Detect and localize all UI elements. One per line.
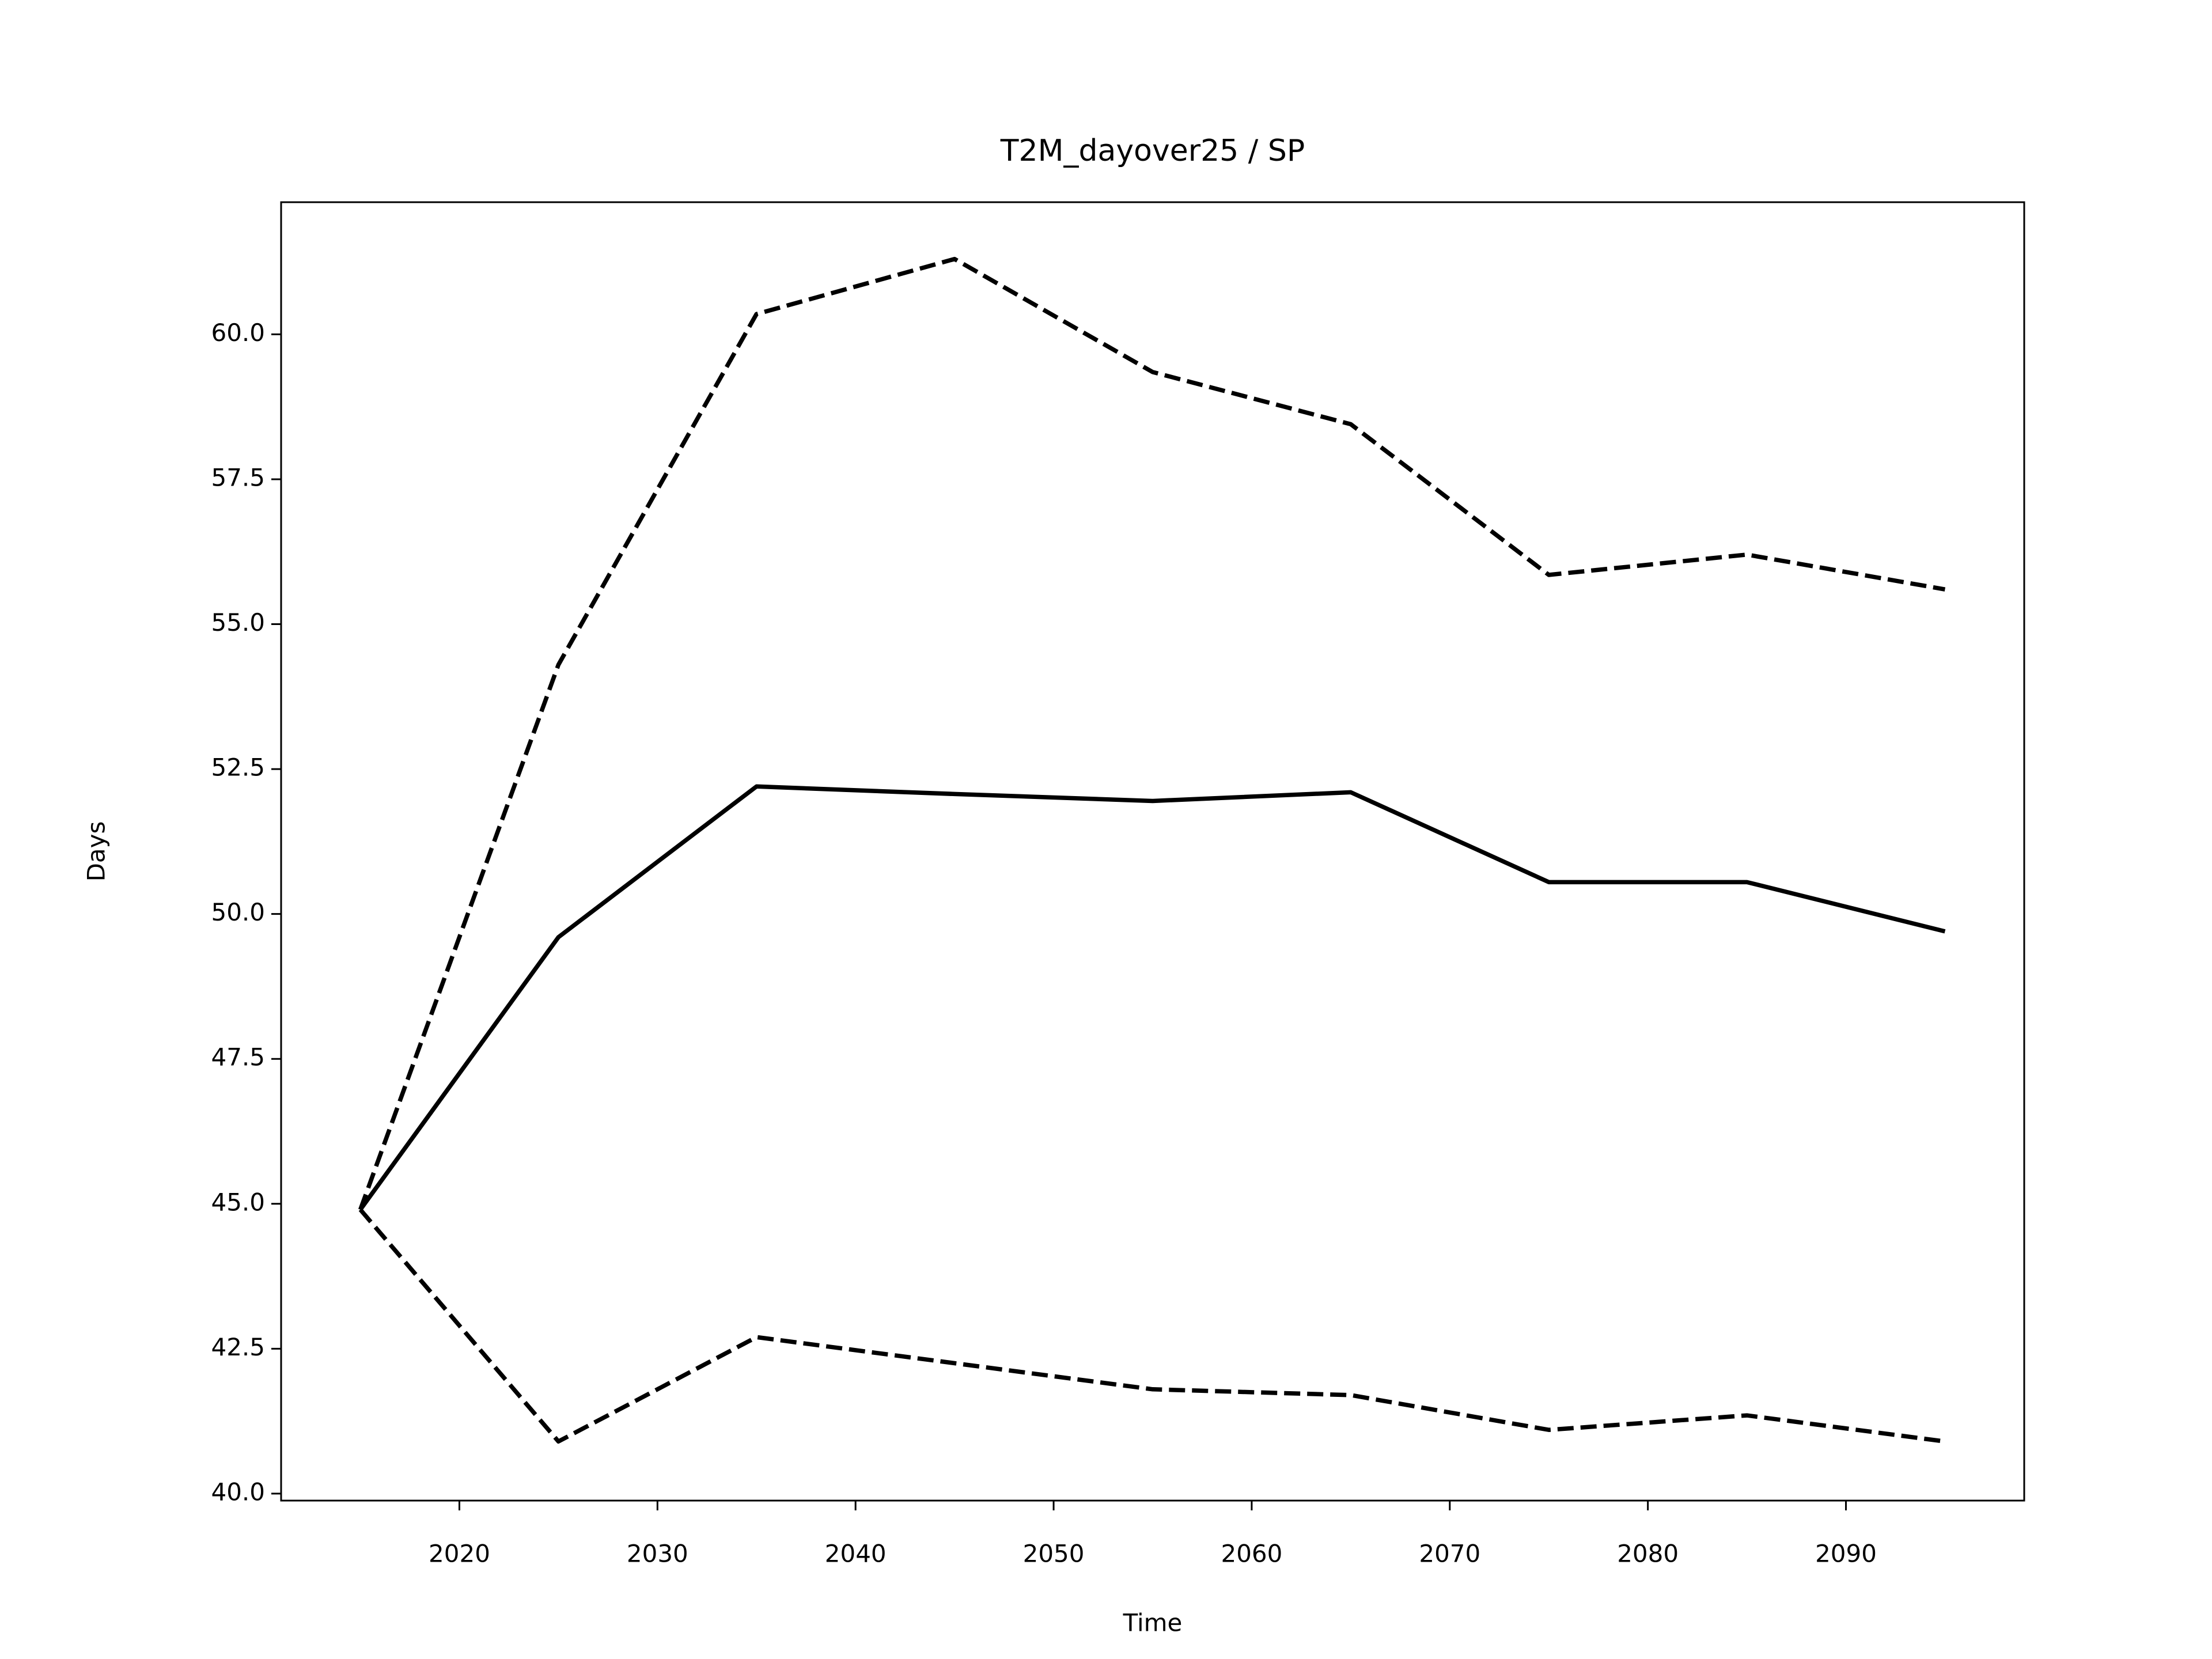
y-tick-label: 52.5	[211, 753, 265, 782]
x-tick-label: 2040	[825, 1540, 887, 1568]
x-tick-label: 2080	[1617, 1540, 1679, 1568]
y-axis-label: Days	[82, 821, 111, 882]
x-tick-label: 2070	[1419, 1540, 1480, 1568]
x-tick-label: 2090	[1815, 1540, 1877, 1568]
x-tick-label: 2020	[429, 1540, 490, 1568]
x-axis-label: Time	[1123, 1609, 1183, 1637]
series-line	[358, 256, 1946, 1211]
x-tick-label: 2050	[1023, 1540, 1085, 1568]
x-tick-label: 2030	[627, 1540, 688, 1568]
y-tick-label: 47.5	[211, 1043, 265, 1071]
y-tick-label: 40.0	[211, 1478, 265, 1506]
y-tick-label: 55.0	[211, 608, 265, 637]
y-tick-label: 45.0	[211, 1188, 265, 1216]
y-tick-label: 60.0	[211, 319, 265, 347]
y-tick-label: 57.5	[211, 463, 265, 491]
chart-title: T2M_dayover25 / SP	[1000, 134, 1305, 168]
series-line	[358, 784, 1946, 1211]
series-line	[358, 1208, 1945, 1444]
plot-frame	[280, 201, 2025, 1502]
y-tick-label: 50.0	[211, 898, 265, 926]
x-tick-label: 2060	[1221, 1540, 1282, 1568]
y-tick-label: 42.5	[211, 1333, 265, 1361]
